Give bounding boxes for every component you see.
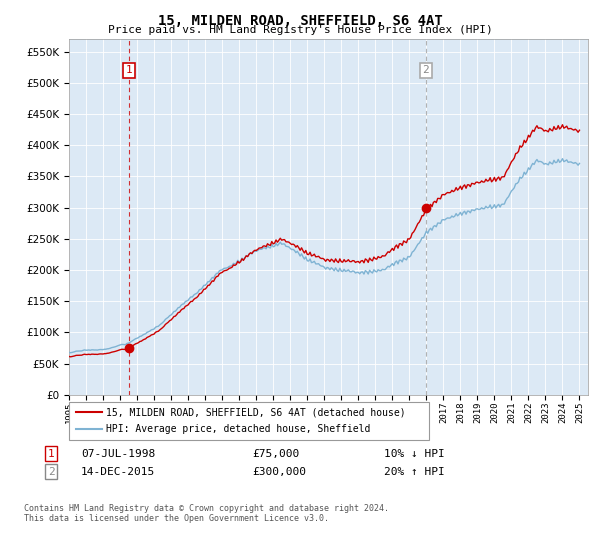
Text: 20% ↑ HPI: 20% ↑ HPI [384,466,445,477]
Text: £75,000: £75,000 [252,449,299,459]
Text: 15, MILDEN ROAD, SHEFFIELD, S6 4AT: 15, MILDEN ROAD, SHEFFIELD, S6 4AT [158,14,442,28]
Text: 07-JUL-1998: 07-JUL-1998 [81,449,155,459]
Text: Price paid vs. HM Land Registry's House Price Index (HPI): Price paid vs. HM Land Registry's House … [107,25,493,35]
Text: 1: 1 [47,449,55,459]
Text: 10% ↓ HPI: 10% ↓ HPI [384,449,445,459]
Text: Contains HM Land Registry data © Crown copyright and database right 2024.: Contains HM Land Registry data © Crown c… [24,504,389,513]
Text: 1: 1 [125,66,132,76]
Text: HPI: Average price, detached house, Sheffield: HPI: Average price, detached house, Shef… [106,424,371,434]
Text: 14-DEC-2015: 14-DEC-2015 [81,466,155,477]
Text: This data is licensed under the Open Government Licence v3.0.: This data is licensed under the Open Gov… [24,514,329,523]
Text: £300,000: £300,000 [252,466,306,477]
Text: 2: 2 [47,466,55,477]
Text: 2: 2 [422,66,429,76]
Text: 15, MILDEN ROAD, SHEFFIELD, S6 4AT (detached house): 15, MILDEN ROAD, SHEFFIELD, S6 4AT (deta… [106,407,406,417]
